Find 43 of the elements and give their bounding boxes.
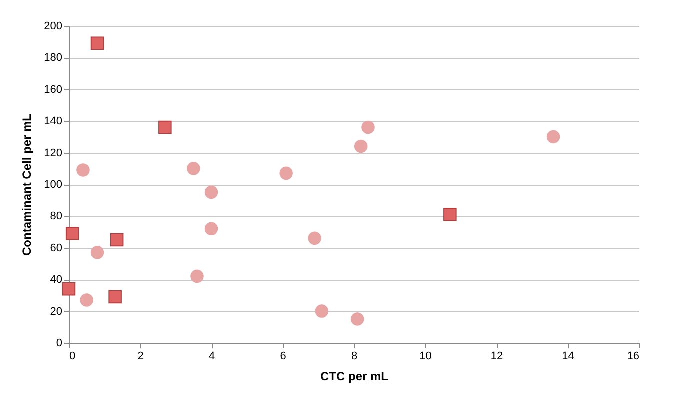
x-tick-label: 0 xyxy=(70,350,76,362)
x-axis-title: CTC per mL xyxy=(320,370,389,384)
y-tick-label: 80 xyxy=(50,210,62,223)
point xyxy=(62,282,76,296)
point xyxy=(90,36,104,50)
point xyxy=(187,162,200,176)
point xyxy=(108,290,122,304)
y-tick-label: 60 xyxy=(50,242,62,254)
point xyxy=(158,120,172,134)
y-tick-label: 100 xyxy=(44,179,62,191)
x-tick-label: 10 xyxy=(420,350,432,362)
x-tick-label: 2 xyxy=(138,350,144,362)
point xyxy=(190,270,204,284)
point xyxy=(308,232,322,245)
y-tick-label: 0 xyxy=(56,338,62,350)
y-tick-label: 140 xyxy=(44,116,62,128)
x-tick-label: 12 xyxy=(490,350,504,362)
x-tick-label: 4 xyxy=(208,350,216,362)
point xyxy=(354,140,368,154)
point xyxy=(280,166,293,180)
point xyxy=(76,164,90,177)
x-tick-label: 8 xyxy=(351,350,358,362)
point xyxy=(315,304,329,318)
point xyxy=(546,130,560,144)
x-tick-label: 14 xyxy=(562,350,574,362)
y-tick-label: 20 xyxy=(50,306,62,318)
point xyxy=(362,120,375,134)
y-axis-title: Contaminant Cell per mL xyxy=(20,114,34,256)
y-tick-label: 40 xyxy=(50,274,62,286)
y-tick-label: 180 xyxy=(44,52,62,64)
y-tick-label: 200 xyxy=(44,20,62,32)
x-tick-label: 6 xyxy=(280,350,286,362)
point xyxy=(80,294,94,307)
y-tick-label: 160 xyxy=(44,84,62,96)
point xyxy=(204,222,218,236)
point xyxy=(350,312,364,326)
y-tick-label: 120 xyxy=(44,147,62,160)
point xyxy=(444,208,457,222)
point xyxy=(66,227,80,240)
point xyxy=(110,233,124,247)
point xyxy=(204,186,218,200)
point xyxy=(90,246,104,260)
x-tick-label: 16 xyxy=(627,350,640,362)
